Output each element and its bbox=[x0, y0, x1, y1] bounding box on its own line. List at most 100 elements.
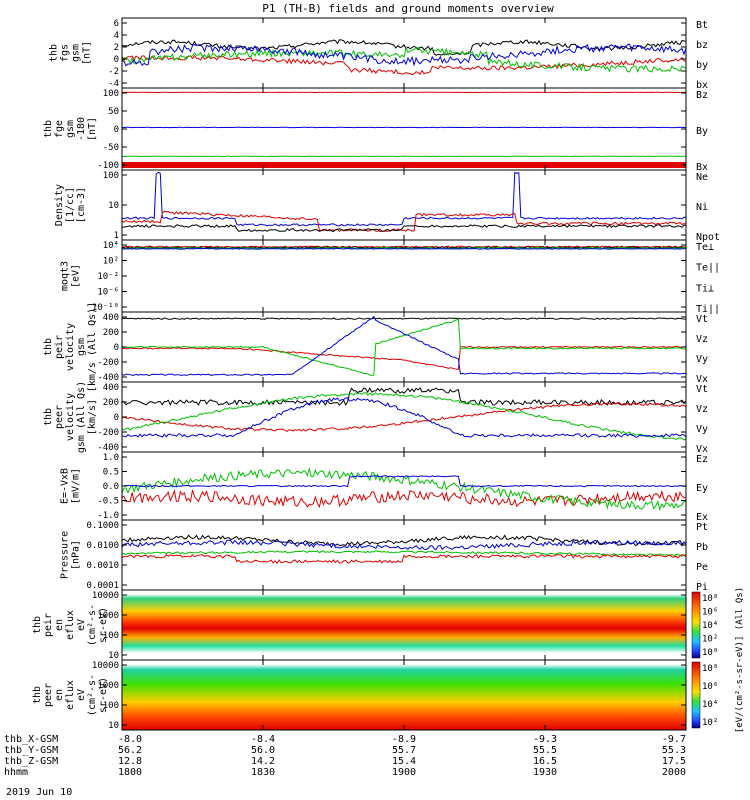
y-axis-label: thbpeervelocitygsm (All Qs)[km/s] bbox=[43, 381, 98, 453]
footer-row-label: thb_Y-GSM bbox=[4, 745, 58, 756]
y-tick-label: 2 bbox=[114, 43, 119, 53]
trace-density-0 bbox=[121, 171, 687, 227]
y-tick-label: -2 bbox=[108, 67, 119, 77]
panel-electron-spectrogram: 10000 1000 100 10 thbpeerenefluxeV(cm²-s-sr-… bbox=[32, 659, 687, 731]
y-tick-label: 400 bbox=[103, 313, 119, 323]
colorbar-tick: 10² bbox=[702, 635, 718, 645]
footer-value: 56.0 bbox=[251, 745, 275, 756]
y-axis-label: thbfgsgsm[nT] bbox=[49, 41, 93, 65]
footer-value: 55.7 bbox=[392, 745, 416, 756]
trace-ion-velocity-1 bbox=[121, 345, 687, 370]
trace-efield-1 bbox=[121, 467, 686, 512]
legend-density-1: Ni bbox=[696, 202, 708, 213]
panel-frame bbox=[121, 17, 687, 89]
colorbar-tick: 10² bbox=[702, 718, 718, 728]
legend-pressure-2: Pe bbox=[696, 562, 708, 573]
legend-pressure-0: Pt bbox=[696, 522, 708, 533]
y-tick-label: -400 bbox=[97, 373, 119, 383]
colorbar: 10⁸ 10⁶ 10⁴ 10² 10⁰ 10⁸ 10⁶ 10⁴ 10² [eV/(cm²-s-sr… bbox=[691, 587, 745, 733]
panel-pressure: 0.1000 0.0100 0.0010 0.0001 Pressure[nPa] Pt P… bbox=[60, 519, 708, 593]
y-tick-label: 10² bbox=[103, 257, 119, 267]
y-tick-label: 10 bbox=[108, 651, 119, 661]
colorbar-strip bbox=[691, 591, 701, 659]
legend-density-0: Ne bbox=[696, 172, 708, 183]
panel-efield: 1.0 0.5 0.0 -0.5 -1.0 E=-VxB[mV/m] Ez Ey Ex bbox=[60, 451, 708, 523]
trace-electron-velocity-3 bbox=[121, 397, 687, 438]
trace-efield-2 bbox=[121, 475, 686, 488]
y-tick-label: 4 bbox=[114, 31, 119, 41]
y-tick-label: 0.0100 bbox=[86, 541, 119, 551]
legend-temperature-0: Te⊥ bbox=[696, 242, 714, 253]
plot-title: P1 (TH-B) fields and ground moments over… bbox=[262, 2, 554, 15]
legend-density-2: Npot bbox=[696, 232, 720, 243]
y-tick-label: 100 bbox=[103, 171, 119, 181]
legend-fge-2: Bx bbox=[696, 162, 708, 173]
trace-ion-velocity-0 bbox=[121, 317, 687, 320]
trace-efield-0 bbox=[121, 489, 686, 509]
panel-frame bbox=[121, 169, 687, 241]
legend-fgs-0: Bt bbox=[696, 20, 708, 31]
y-tick-label: -1.0 bbox=[97, 511, 119, 521]
colorbar-tick: 10⁴ bbox=[702, 621, 718, 631]
trace-electron-velocity-0 bbox=[121, 387, 687, 407]
y-tick-label: 50 bbox=[108, 107, 119, 117]
footer-value: -8.4 bbox=[251, 734, 275, 745]
colorbar-tick: 10⁸ bbox=[702, 664, 718, 674]
trace-electron-velocity-1 bbox=[121, 402, 687, 432]
legend-temperature-1: Te|| bbox=[696, 263, 720, 274]
trace-temperature-0 bbox=[121, 245, 687, 248]
trace-pressure-1 bbox=[121, 539, 687, 551]
date-label: 2019 Jun 10 bbox=[6, 787, 72, 798]
footer-value: 56.2 bbox=[118, 745, 142, 756]
footer-value: 1930 bbox=[533, 767, 557, 778]
y-tick-label: 0 bbox=[114, 125, 119, 135]
legend-fgs-3: bx bbox=[696, 80, 708, 91]
footer-value: 1800 bbox=[118, 767, 142, 778]
footer-value: -9.3 bbox=[533, 734, 557, 745]
panel-temperature: 10⁴ 10² 10⁻² 10⁻⁶ 10⁻¹⁰ moqt3[eV] Te⊥ Te|| Ti⊥ Ti… bbox=[60, 239, 720, 315]
footer-row-label: thb_Z-GSM bbox=[4, 756, 58, 767]
trace-temperature-1 bbox=[121, 246, 687, 249]
y-tick-label: 0.0 bbox=[103, 482, 119, 492]
y-axis-label: E=-VxB[mV/m] bbox=[60, 468, 82, 504]
legend-efield-1: Ey bbox=[696, 483, 708, 494]
footer-value: 2000 bbox=[662, 767, 686, 778]
footer-value: -8.0 bbox=[118, 734, 142, 745]
trace-ion-velocity-2 bbox=[121, 318, 686, 376]
trace-ion-velocity-3 bbox=[121, 315, 687, 376]
trace-density-2 bbox=[121, 224, 687, 232]
trace-pressure-2 bbox=[122, 550, 687, 557]
panel-ion-spectrogram: 10000 1000 100 10 thbpeirenefluxeV(cm²-s-sr-… bbox=[32, 589, 687, 661]
trace-density-1 bbox=[121, 210, 687, 233]
legend-electron-velocity-1: Vz bbox=[696, 404, 708, 415]
y-tick-label: 10 bbox=[108, 201, 119, 211]
y-tick-label: -200 bbox=[97, 358, 119, 368]
colorbar-tick: 10⁶ bbox=[702, 682, 718, 692]
y-tick-label: 10⁻¹⁰ bbox=[92, 303, 119, 313]
y-tick-label: -0.5 bbox=[97, 497, 119, 507]
y-tick-label: 400 bbox=[103, 383, 119, 393]
y-axis-label: thbpeerenefluxeV(cm²-s-sr-eV) bbox=[32, 674, 109, 716]
colorbar-tick: 10⁶ bbox=[702, 608, 718, 618]
y-tick-label: 100 bbox=[103, 89, 119, 99]
y-tick-label: 1000 bbox=[97, 681, 119, 691]
colorbar-tick: 10⁰ bbox=[702, 648, 718, 658]
trace-temperature-3 bbox=[121, 247, 687, 250]
footer-value: 17.5 bbox=[662, 756, 686, 767]
footer-row-label: thb_X-GSM bbox=[4, 734, 58, 745]
legend-fgs-1: bz bbox=[696, 40, 708, 51]
y-axis-label: moqt3[eV] bbox=[60, 261, 82, 291]
legend-temperature-3: Ti|| bbox=[696, 304, 720, 315]
y-tick-label: 1.0 bbox=[103, 453, 119, 463]
colorbar-label: [eV/(cm²-s-sr-eV)] (All Qs) bbox=[735, 587, 745, 733]
y-tick-label: 1000 bbox=[97, 611, 119, 621]
footer-value: 55.3 bbox=[662, 745, 686, 756]
y-tick-label: 10⁴ bbox=[103, 241, 119, 251]
y-tick-label: 10000 bbox=[92, 591, 119, 601]
legend-electron-velocity-2: Vy bbox=[696, 424, 708, 435]
panel-fgs: 6 4 2 0 -2 -4 thbfgsgsm[nT] Bt bz by bx bbox=[49, 17, 708, 91]
y-tick-label: 200 bbox=[103, 398, 119, 408]
panel-density: 100 10 1 Density[1/cc][cm-3] Ne Ni Npot bbox=[54, 169, 720, 243]
